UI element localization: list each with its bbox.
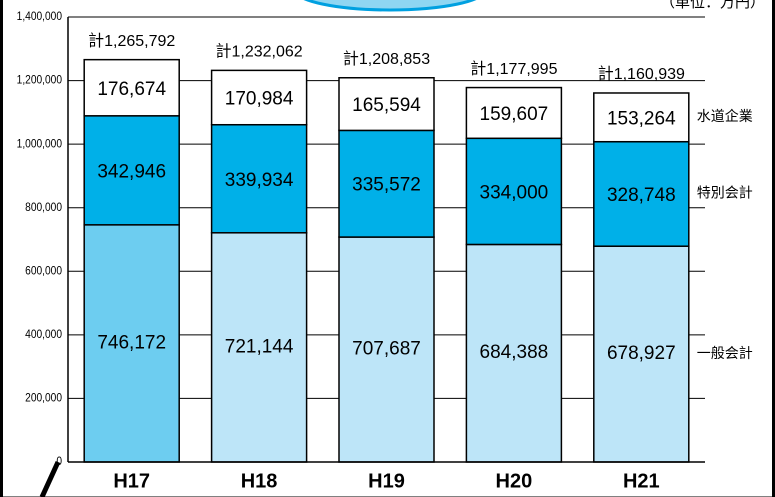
value-label: 165,594 (352, 95, 421, 116)
y-tick-label: 1,000,000 (17, 138, 62, 151)
y-tick-label: 1,200,000 (17, 74, 62, 87)
unit-label: （単位：万円） (660, 0, 765, 11)
legend-label: 一般会計 (697, 345, 753, 361)
y-tick-label: 400,000 (25, 328, 62, 341)
x-tick-label: H17 (113, 470, 150, 492)
chart: （単位：万円） 0 200,000 400,000 600,000 800,000 1,0… (0, 0, 775, 497)
value-label: 342,946 (97, 161, 166, 182)
y-tick-label: 1,400,000 (17, 10, 62, 23)
value-label: 339,934 (225, 170, 294, 191)
title-badge (295, 0, 485, 10)
value-label: 707,687 (352, 339, 421, 360)
x-tick-label: H20 (496, 470, 533, 492)
value-label: 678,927 (607, 343, 676, 364)
value-label: 176,674 (97, 79, 166, 100)
total-label: 計1,177,995 (470, 60, 557, 78)
x-tick-label: H21 (623, 470, 660, 492)
x-tick-label: H19 (368, 470, 405, 492)
value-label: 746,172 (97, 332, 166, 353)
value-label: 721,144 (225, 336, 294, 357)
x-tick-label: H18 (241, 470, 278, 492)
y-tick-label: 600,000 (25, 265, 62, 278)
value-label: 170,984 (225, 89, 294, 110)
total-label: 計1,265,792 (88, 32, 175, 50)
value-label: 153,264 (607, 108, 676, 129)
total-label: 計1,160,939 (598, 65, 685, 83)
value-label: 159,607 (480, 104, 549, 125)
total-label: 計1,232,062 (216, 43, 303, 61)
y-tick-label: 200,000 (25, 392, 62, 405)
y-tick-label: 800,000 (25, 201, 62, 214)
legend-label: 水道企業 (697, 108, 753, 124)
value-label: 684,388 (480, 342, 549, 363)
y-tick-label: 0 (56, 455, 62, 468)
total-label: 計1,208,853 (343, 50, 430, 68)
value-label: 335,572 (352, 175, 421, 196)
value-label: 334,000 (480, 182, 549, 203)
value-label: 328,748 (607, 185, 676, 206)
legend-label: 特別会計 (697, 185, 753, 201)
